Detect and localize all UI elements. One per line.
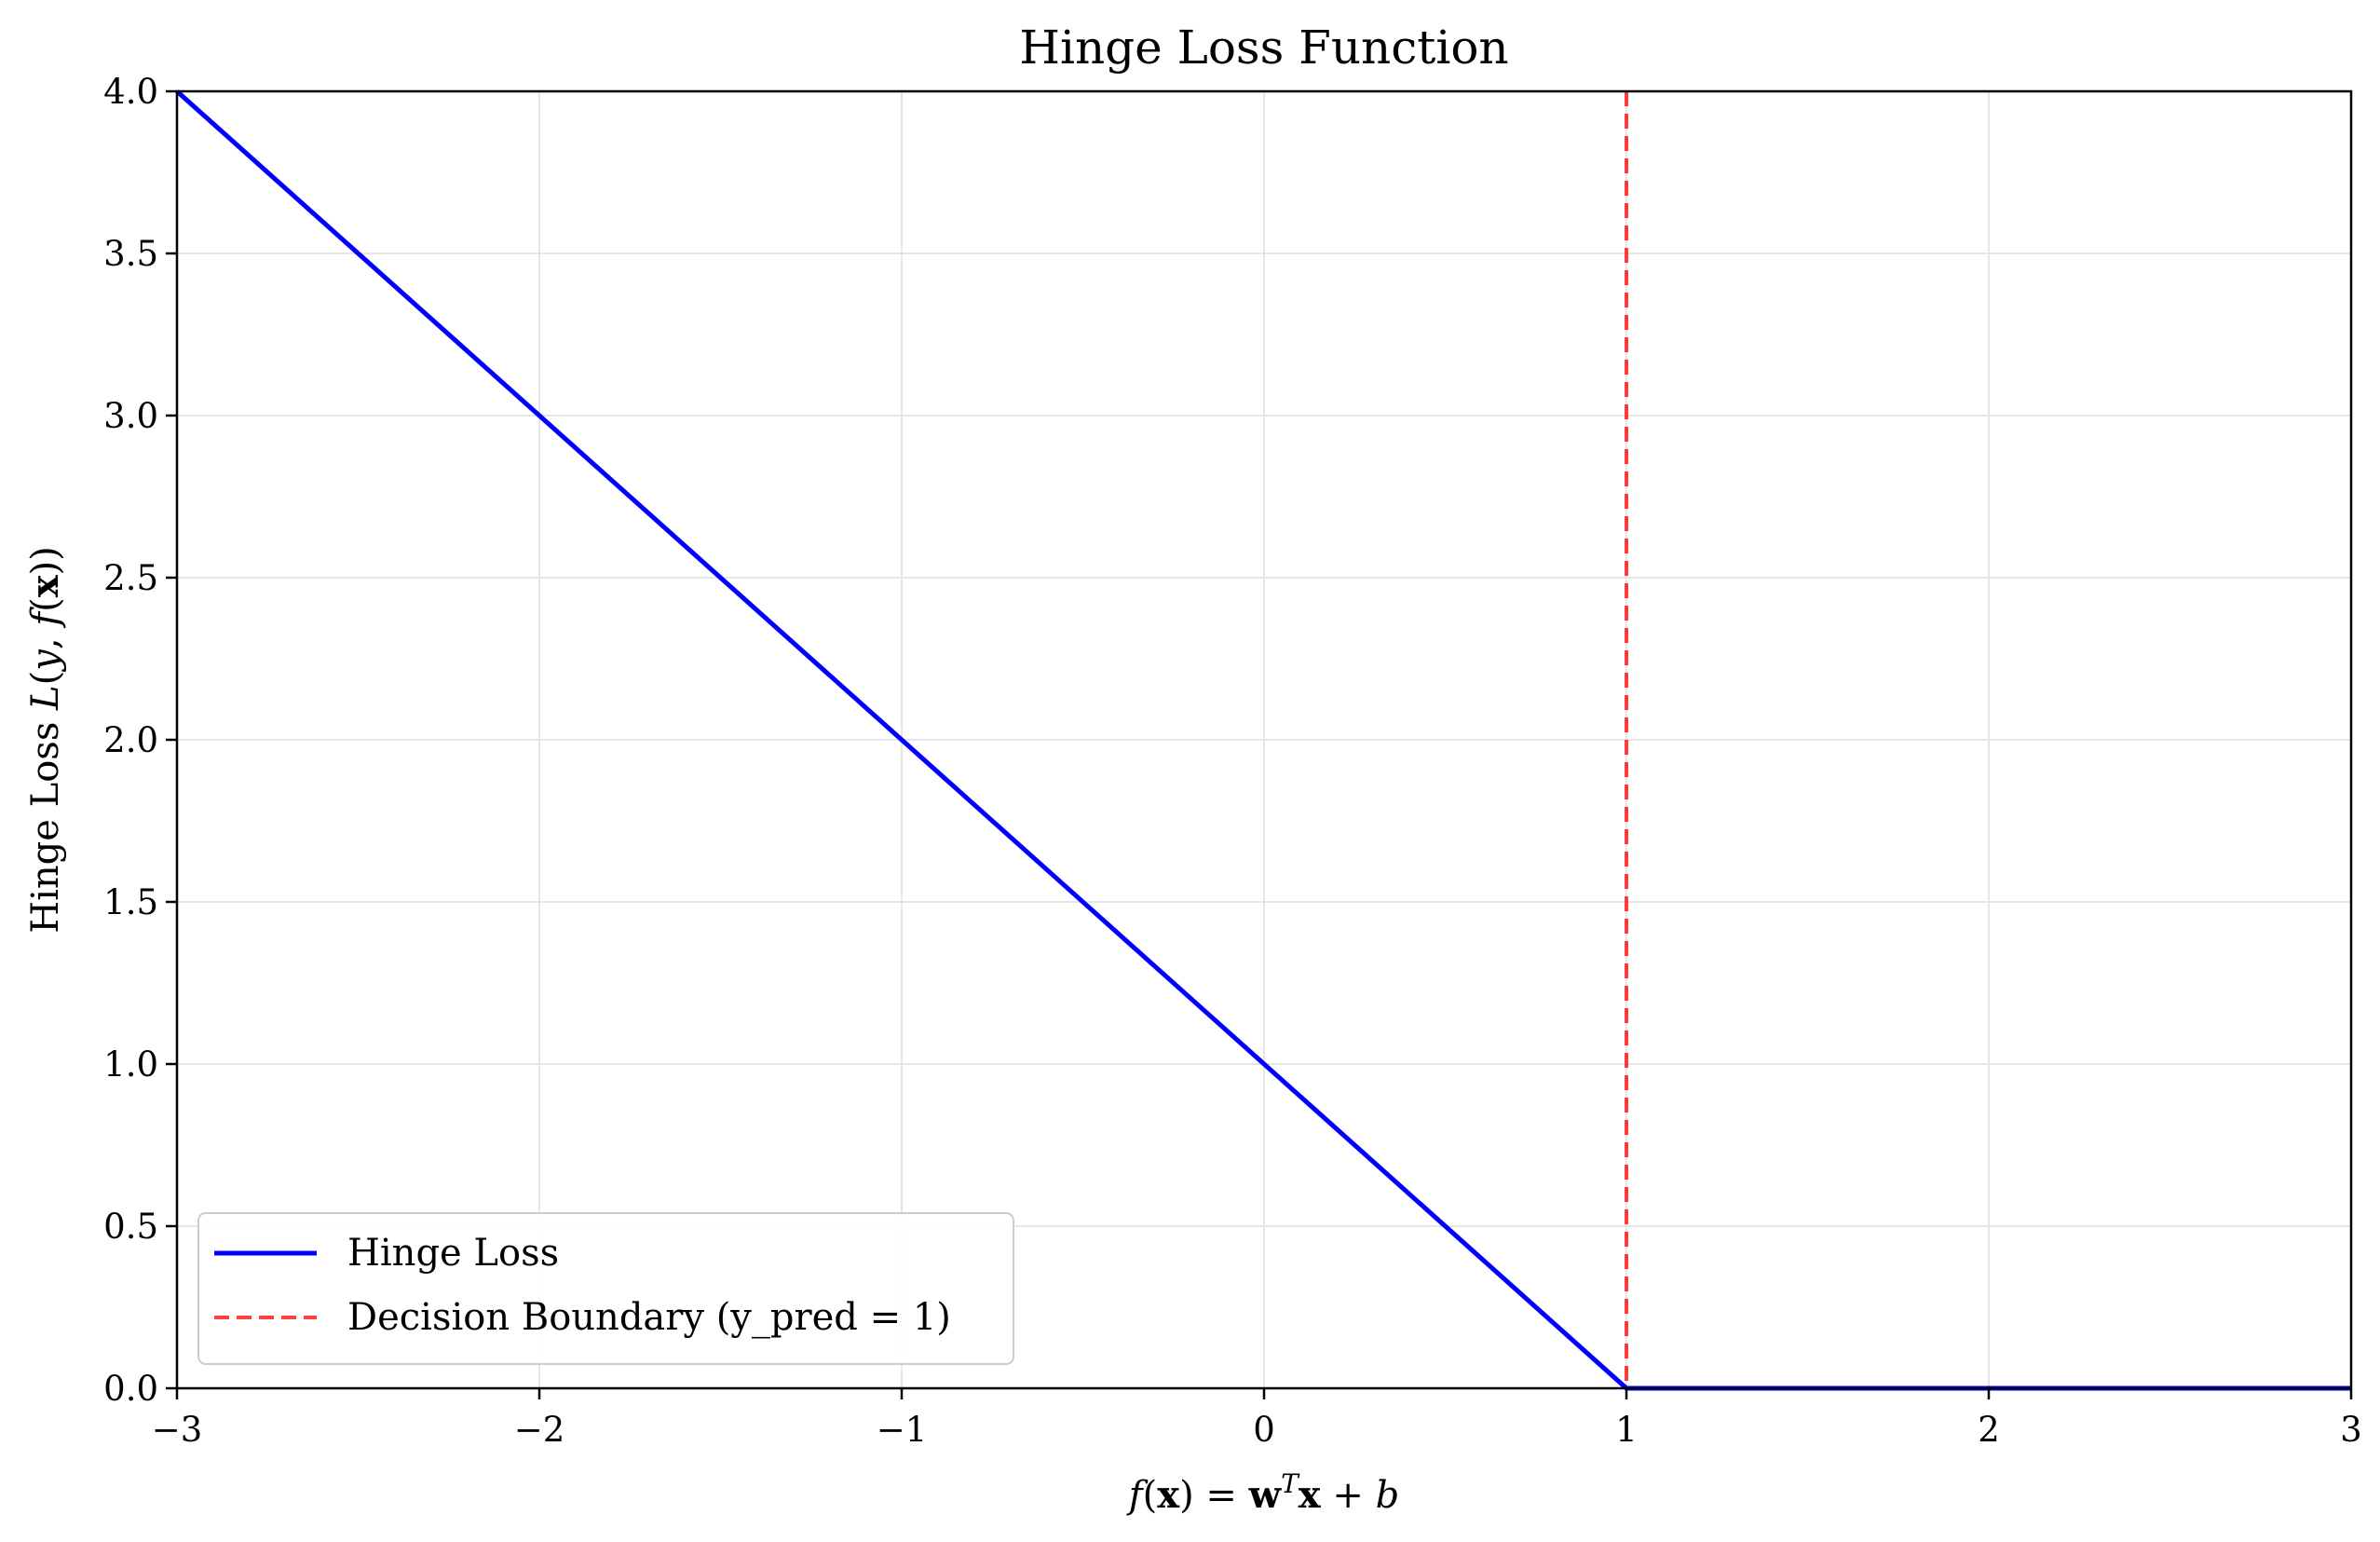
axis-label-part: x [1299, 1473, 1322, 1517]
axis-label-part: ) = [1179, 1474, 1249, 1517]
x-tick-label: 1 [1615, 1410, 1638, 1450]
axis-label-part: x [1157, 1473, 1180, 1517]
y-tick-label: 1.5 [103, 882, 158, 922]
axis-label-part: , [24, 626, 67, 649]
x-axis-label: f(x) = wTx + b [1126, 1468, 1399, 1518]
y-tick-label: 4.0 [103, 72, 158, 112]
chart-title: Hinge Loss Function [1019, 20, 1508, 75]
x-tick-label: −2 [514, 1410, 565, 1450]
x-tick-label: −1 [877, 1410, 928, 1450]
y-tick-label: 3.0 [103, 396, 158, 436]
legend: Hinge Loss Decision Boundary (y_pred = 1… [197, 1212, 1014, 1365]
axis-label-part: b [1376, 1474, 1400, 1517]
axis-label-part: ( [24, 597, 67, 612]
x-tick-label: 2 [1978, 1410, 2000, 1450]
axis-label-part: + [1321, 1474, 1376, 1517]
x-tick-label: 0 [1253, 1410, 1275, 1450]
x-tick-label: −3 [152, 1410, 203, 1450]
legend-label-decision-boundary: Decision Boundary (y_pred = 1) [347, 1296, 951, 1339]
x-tick-label: 3 [2340, 1410, 2362, 1450]
y-tick-label: 1.0 [103, 1044, 158, 1085]
axis-label-part: L [24, 685, 67, 711]
axis-label-part: x [23, 574, 67, 597]
y-tick-label: 2.5 [103, 558, 158, 598]
y-tick-label: 2.0 [103, 720, 158, 760]
y-tick-label: 0.0 [103, 1369, 158, 1409]
y-axis-label: Hinge Loss L(y, f(x)) [23, 546, 67, 934]
axis-label-part: )) [24, 546, 67, 575]
y-tick-label: 0.5 [103, 1207, 158, 1247]
ticks: −3 −2 −1 0 1 2 3 0.0 0.5 1.0 1.5 2.0 2.5 3.0 3.5 4.0 [103, 72, 2362, 1450]
axis-label-part: y [24, 648, 67, 673]
legend-label-hinge-loss: Hinge Loss [347, 1232, 559, 1275]
legend-box [197, 1212, 1014, 1365]
axis-label-part: w [1248, 1473, 1283, 1517]
axis-label-part: ( [24, 671, 67, 686]
axis-label-part: Hinge Loss [24, 710, 67, 934]
y-tick-label: 3.5 [103, 234, 158, 274]
axis-label-part: ( [1143, 1474, 1158, 1517]
axis-label-part: T [1281, 1468, 1300, 1499]
